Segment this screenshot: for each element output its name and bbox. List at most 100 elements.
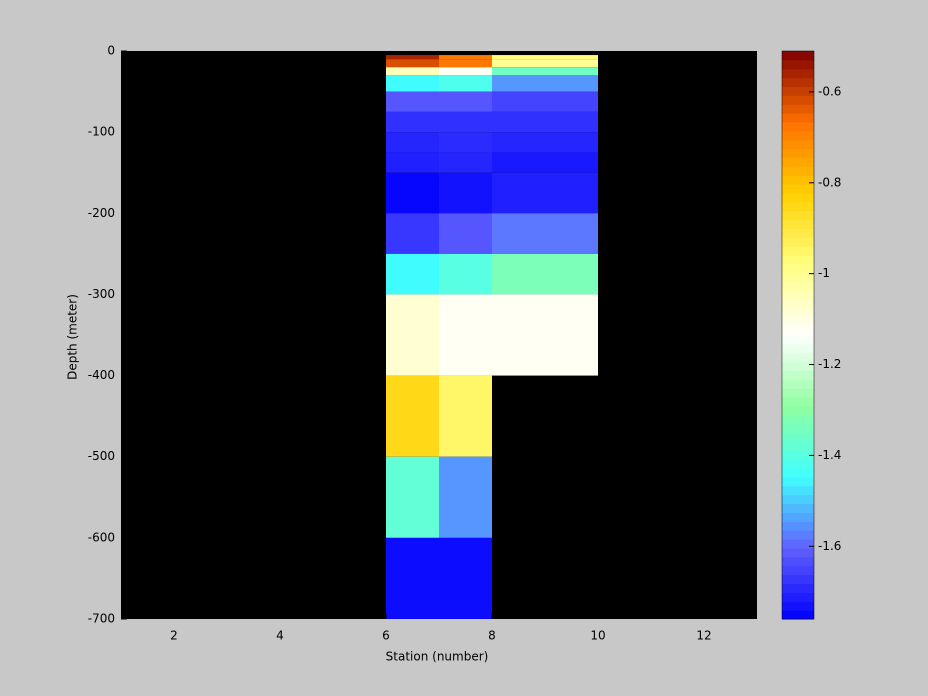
heatmap-cell [439, 111, 492, 133]
colorbar-swatch [782, 370, 814, 380]
colorbar-swatch [782, 290, 814, 300]
heatmap-cell [386, 67, 439, 76]
y-tick-label: -700 [88, 612, 115, 626]
colorbar-swatch [782, 574, 814, 584]
heatmap-cell [492, 172, 598, 214]
heatmap-cell [386, 55, 439, 60]
colorbar-swatch [782, 255, 814, 265]
colorbar-swatch [782, 246, 814, 256]
heatmap-cell [439, 213, 492, 254]
x-tick-label: 10 [590, 629, 605, 643]
colorbar-swatch [782, 299, 814, 309]
heatmap-cell [439, 132, 492, 153]
heatmap-cell [386, 59, 439, 68]
heatmap-cell [386, 152, 439, 173]
heatmap-cell [386, 213, 439, 254]
heatmap-cell [492, 55, 598, 60]
colorbar-swatch [782, 361, 814, 371]
colorbar-swatch [782, 68, 814, 79]
colorbar-swatch [782, 512, 814, 522]
colorbar-swatch [782, 219, 814, 229]
colorbar-swatch [782, 228, 814, 238]
heatmap-cell [386, 132, 439, 153]
colorbar-swatch [782, 130, 814, 141]
heatmap-cell [439, 91, 492, 112]
colorbar-frame [781, 50, 815, 620]
x-tick-label: 6 [382, 629, 390, 643]
colorbar-swatch [782, 414, 814, 425]
colorbar-swatch [782, 432, 814, 442]
colorbar-swatch [782, 95, 814, 105]
y-axis-label: Depth (meter) [66, 294, 80, 380]
colorbar-swatch [782, 477, 814, 487]
colorbar-swatch [782, 343, 814, 354]
y-tick-label: -400 [88, 368, 115, 382]
colorbar-swatch [782, 113, 814, 123]
x-tick-label: 8 [488, 629, 496, 643]
colorbar-swatch [782, 494, 814, 505]
colorbar-swatch [782, 388, 814, 398]
heatmap-cell [386, 111, 439, 133]
colorbar-swatch [782, 485, 814, 496]
colorbar-swatch [782, 139, 814, 150]
y-tick-label: -500 [88, 449, 115, 463]
colorbar-swatch [782, 157, 814, 167]
heatmap-cell [439, 55, 492, 60]
colorbar-swatch [782, 184, 814, 194]
heatmap-cell [492, 213, 598, 254]
heatmap-cell [492, 91, 598, 112]
heatmap-cell [439, 172, 492, 214]
heatmap-cell [492, 75, 598, 92]
heatmap-cell [492, 294, 598, 376]
colorbar-swatch [782, 59, 814, 70]
heatmap-cell [492, 253, 598, 295]
colorbar-swatch [782, 335, 814, 345]
colorbar-swatch [782, 539, 814, 549]
colorbar-swatch [782, 264, 814, 274]
x-tick-label: 12 [696, 629, 711, 643]
colorbar-tick-label: -1.4 [818, 448, 841, 462]
heatmap-cell [492, 132, 598, 153]
heatmap-cell [439, 59, 492, 68]
heatmap-cell [386, 294, 439, 376]
colorbar-swatch [782, 352, 814, 363]
colorbar-swatch [782, 423, 814, 434]
colorbar-swatch [782, 77, 814, 87]
colorbar-swatch [782, 379, 814, 389]
heatmap-cell [492, 67, 598, 76]
heatmap-cell [492, 152, 598, 173]
heatmap-cell [439, 456, 492, 538]
colorbar-swatch [782, 530, 814, 540]
x-axis-label: Station (number) [386, 650, 489, 664]
y-tick-label: 0 [107, 44, 115, 58]
colorbar-swatch [782, 397, 814, 407]
colorbar-swatch [782, 317, 814, 327]
colorbar-swatch [782, 237, 814, 247]
colorbar-swatch [782, 201, 814, 212]
colorbar-swatch [782, 148, 814, 158]
colorbar-tick-label: -1.2 [818, 357, 841, 371]
colorbar-swatch [782, 86, 814, 96]
heatmap-cell [439, 253, 492, 295]
heatmap-cell [386, 456, 439, 538]
colorbar-swatch [782, 175, 814, 185]
colorbar-swatch [782, 406, 814, 416]
colorbar-swatch [782, 521, 814, 531]
colorbar-swatch [782, 210, 814, 221]
colorbar-tick-label: -1 [818, 266, 830, 280]
colorbar-swatch [782, 610, 814, 620]
colorbar-tick-label: -0.8 [818, 175, 841, 189]
heatmap-cell [439, 75, 492, 92]
colorbar-swatch [782, 326, 814, 336]
colorbar-swatch [782, 51, 814, 61]
colorbar-swatch [782, 592, 814, 602]
colorbar-swatch [782, 601, 814, 611]
heatmap-cell [492, 111, 598, 133]
x-tick-label: 4 [276, 629, 284, 643]
heatmap-cell [386, 253, 439, 295]
x-tick-label: 2 [170, 629, 178, 643]
colorbar-swatch [782, 468, 814, 478]
colorbar-swatch [782, 503, 814, 513]
colorbar-swatch [782, 122, 814, 132]
colorbar-swatch [782, 104, 814, 114]
